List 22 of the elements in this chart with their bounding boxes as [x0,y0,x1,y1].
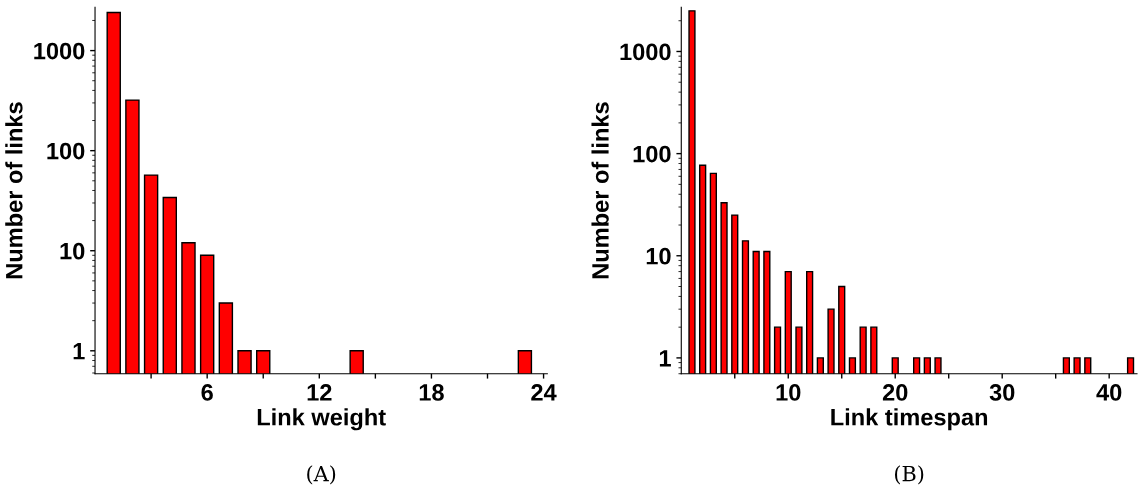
text: (A) [307,465,336,485]
x-tick-label: 24 [531,384,557,401]
y-axis-title: Number of links [591,102,609,279]
x-tick-label: 40 [1096,384,1122,401]
y-tick-label: 10 [646,247,671,265]
y-tick-label: 1000 [620,43,671,61]
x-tick-label: 12 [307,384,332,401]
y-tick-label: 1 [659,350,671,367]
x-tick-label: 30 [989,384,1015,401]
x-tick-label: 10 [776,384,801,401]
y-tick-label: 1000 [34,42,85,60]
x-axis-title: Link timespan [831,408,988,431]
x-tick-label: 6 [201,384,213,401]
y-tick-label: 100 [633,145,671,163]
text: (B) [894,465,924,485]
y-axis-title: Number of links [5,102,23,279]
x-tick-label: 18 [419,384,444,401]
y-tick-label: 1 [73,343,85,360]
x-tick-label: 20 [882,384,908,401]
y-tick-label: 10 [60,242,85,260]
y-tick-label: 100 [47,142,85,160]
x-axis-title: Link weight [257,408,386,431]
